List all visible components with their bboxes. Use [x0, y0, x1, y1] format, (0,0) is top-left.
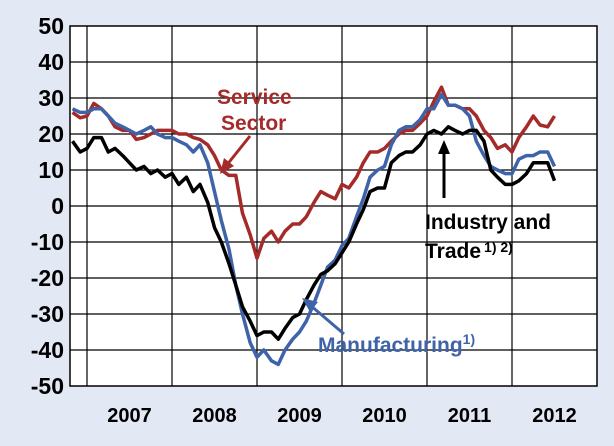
- manufacturing-arrow: [309, 303, 345, 336]
- y-tick-label: 10: [38, 157, 64, 183]
- industry-trade-label-line1: Industry and: [425, 211, 551, 234]
- x-tick-label: 2007: [107, 405, 152, 427]
- manufacturing-arrowhead: [302, 298, 318, 312]
- y-axis: 50 40 30 20 10 0 -10 -20 -30 -40 -50: [31, 13, 64, 399]
- industry-trade-label-text: Trade: [425, 240, 481, 263]
- annotation-manufacturing: Manufacturing1): [302, 298, 475, 357]
- service-sector-label-line1: Service: [217, 86, 292, 109]
- manufacturing-label: Manufacturing1): [318, 331, 475, 357]
- y-tick-label: -40: [31, 337, 64, 363]
- series-line-service-sector: [71, 85, 556, 260]
- industry-trade-label-line2: Trade 1) 2): [425, 239, 513, 263]
- y-tick-label: -20: [31, 265, 64, 291]
- y-tick-label: 30: [38, 85, 64, 111]
- annotation-service-sector: Service Sector: [217, 86, 292, 174]
- industry-trade-arrowhead: [438, 140, 450, 154]
- manufacturing-label-footnote: 1): [463, 331, 475, 347]
- grid: [70, 26, 597, 386]
- manufacturing-label-text: Manufacturing: [318, 334, 463, 357]
- x-tick-label: 2008: [192, 405, 237, 427]
- industry-trade-label-footnote: 1) 2): [484, 239, 513, 255]
- annotation-industry-trade: Industry and Trade 1) 2): [425, 140, 551, 263]
- x-tick-label: 2009: [277, 405, 322, 427]
- series-line-industry-and-trade: [71, 125, 557, 341]
- x-tick-label: 2010: [362, 405, 407, 427]
- x-tick-label: 2012: [532, 405, 577, 427]
- service-sector-label-line2: Sector: [221, 112, 286, 135]
- x-axis: 2007 2008 2009 2010 2011 2012: [107, 405, 577, 427]
- y-tick-label: -30: [31, 301, 64, 327]
- y-tick-label: -50: [31, 373, 64, 399]
- y-tick-label: 20: [38, 121, 64, 147]
- x-tick-label: 2011: [448, 405, 491, 427]
- y-tick-label: -10: [31, 229, 64, 255]
- service-sector-arrowhead: [220, 158, 234, 174]
- y-tick-label: 50: [38, 13, 64, 39]
- service-sector-arrow: [224, 135, 252, 167]
- y-tick-label: 40: [38, 49, 64, 75]
- y-tick-label: 0: [51, 193, 64, 219]
